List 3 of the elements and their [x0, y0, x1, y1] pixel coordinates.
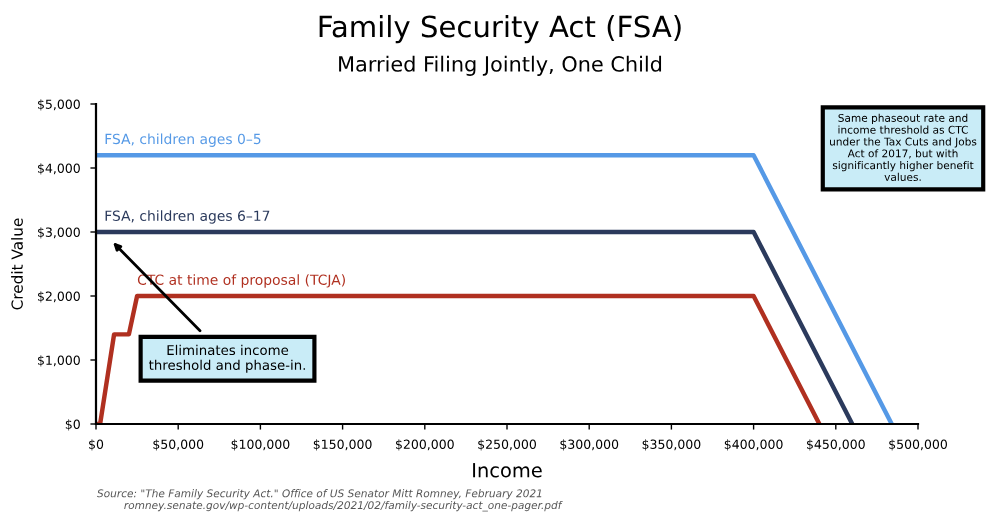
chart-title: Family Security Act (FSA) [319, 14, 681, 44]
x-axis-title: Income [473, 463, 542, 478]
chart-subtitle: Married Filing Jointly, One Child [339, 55, 662, 76]
